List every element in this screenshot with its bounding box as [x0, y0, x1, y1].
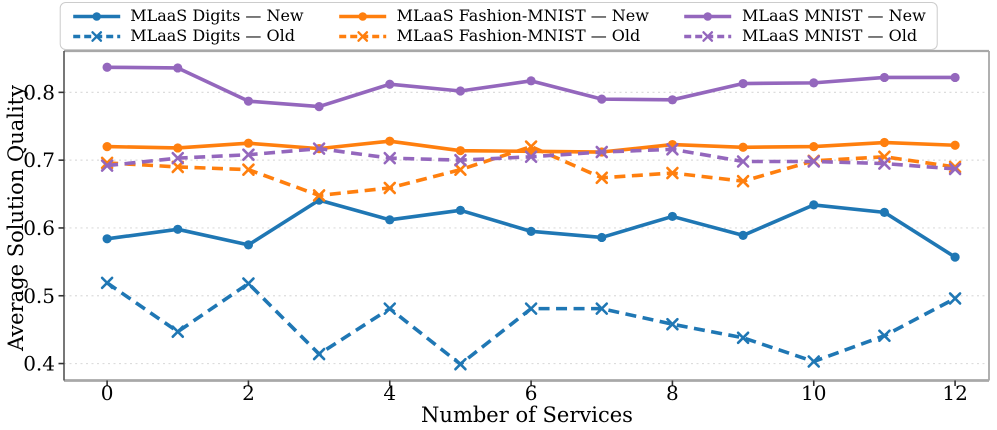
legend-item-mnist-old: MLaaS MNIST — Old: [683, 26, 926, 46]
legend-label-fashion-old: MLaaS Fashion-MNIST — Old: [396, 26, 641, 45]
legend-label-mnist-new: MLaaS MNIST — New: [741, 6, 926, 25]
x-axis-label: Number of Services: [421, 403, 633, 427]
svg-text:0.6: 0.6: [23, 216, 55, 240]
svg-text:12: 12: [942, 381, 967, 405]
svg-text:8: 8: [666, 381, 679, 405]
svg-text:4: 4: [383, 381, 396, 405]
legend-item-digits-new: MLaaS Digits — New: [71, 6, 304, 26]
legend: MLaaS Digits — New MLaaS Digits — Old ML…: [59, 2, 938, 50]
legend-marker-fashion-old-icon: [339, 30, 387, 42]
legend-item-fashion-new: MLaaS Fashion-MNIST — New: [338, 6, 649, 26]
legend-item-mnist-new: MLaaS MNIST — New: [683, 6, 926, 26]
y-axis-label: Average Solution Quality: [4, 85, 28, 351]
legend-marker-digits-new-icon: [72, 11, 120, 21]
legend-marker-fashion-new-icon: [339, 11, 387, 21]
svg-text:0: 0: [101, 381, 114, 405]
svg-text:2: 2: [242, 381, 255, 405]
legend-item-digits-old: MLaaS Digits — Old: [71, 26, 303, 46]
legend-marker-digits-old-icon: [72, 30, 120, 42]
svg-text:6: 6: [525, 381, 538, 405]
legend-item-fashion-old: MLaaS Fashion-MNIST — Old: [338, 26, 649, 46]
svg-text:0.7: 0.7: [23, 148, 55, 172]
legend-label-digits-new: MLaaS Digits — New: [130, 6, 304, 25]
legend-label-mnist-old: MLaaS MNIST — Old: [741, 26, 918, 45]
legend-label-fashion-new: MLaaS Fashion-MNIST — New: [396, 6, 649, 25]
svg-text:0.4: 0.4: [23, 352, 55, 376]
legend-marker-mnist-old-icon: [684, 30, 732, 42]
svg-text:0.5: 0.5: [23, 284, 55, 308]
svg-text:0.8: 0.8: [23, 80, 55, 104]
svg-text:10: 10: [801, 381, 826, 405]
legend-label-digits-old: MLaaS Digits — Old: [130, 26, 295, 45]
legend-marker-mnist-new-icon: [684, 11, 732, 21]
